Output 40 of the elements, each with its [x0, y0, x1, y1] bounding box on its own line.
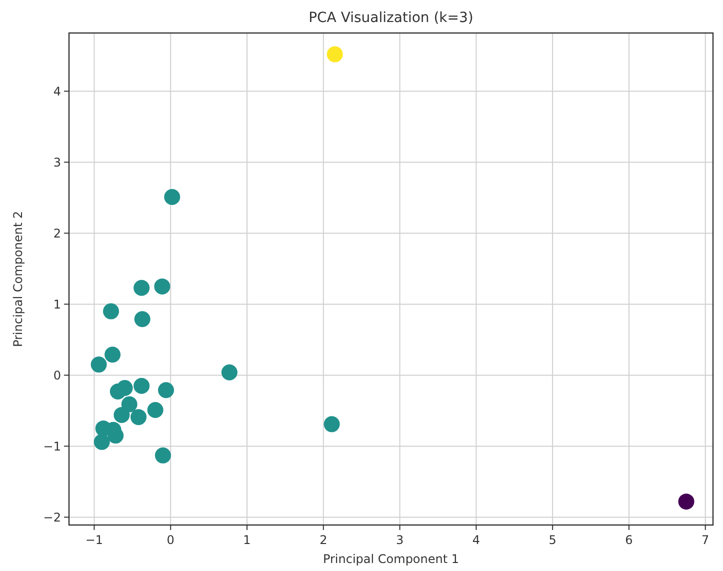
y-tick-label: −1 [43, 439, 61, 454]
point [110, 384, 126, 400]
point [324, 416, 340, 432]
point [134, 311, 150, 328]
y-tick-label: 0 [53, 368, 61, 382]
point [326, 46, 343, 62]
x-tick-label: 4 [472, 533, 480, 547]
point [221, 364, 238, 380]
point [90, 356, 107, 373]
x-tick-label: 5 [548, 533, 556, 547]
point [147, 402, 164, 418]
point [108, 428, 124, 444]
point [158, 382, 174, 398]
point [130, 409, 147, 426]
y-axis-title: Principal Component 2 [11, 210, 25, 348]
x-tick-label: 3 [396, 533, 404, 547]
x-tick-label: 1 [243, 533, 251, 547]
y-tick-label: 1 [53, 297, 61, 312]
point [678, 494, 694, 510]
point [94, 434, 110, 450]
y-tick-label: 2 [53, 226, 61, 240]
point [104, 346, 121, 363]
x-tick-label: 6 [625, 533, 633, 547]
point [154, 447, 171, 464]
point [154, 278, 170, 294]
x-tick-label: 2 [320, 533, 328, 547]
point [103, 303, 120, 320]
x-tick-label: −1 [85, 533, 104, 547]
x-tick-label: 0 [166, 533, 174, 547]
point [164, 189, 180, 205]
chart-title: PCA Visualization (k=3) [308, 10, 474, 26]
y-tick-label: 3 [53, 155, 61, 170]
point [121, 396, 138, 412]
point [114, 406, 130, 423]
y-tick-label: −2 [43, 510, 61, 524]
x-tick-label: 7 [702, 533, 710, 547]
point [134, 280, 150, 296]
x-axis-title: Principal Component 1 [322, 552, 460, 566]
y-tick-label: 4 [53, 84, 61, 98]
point [134, 378, 150, 394]
